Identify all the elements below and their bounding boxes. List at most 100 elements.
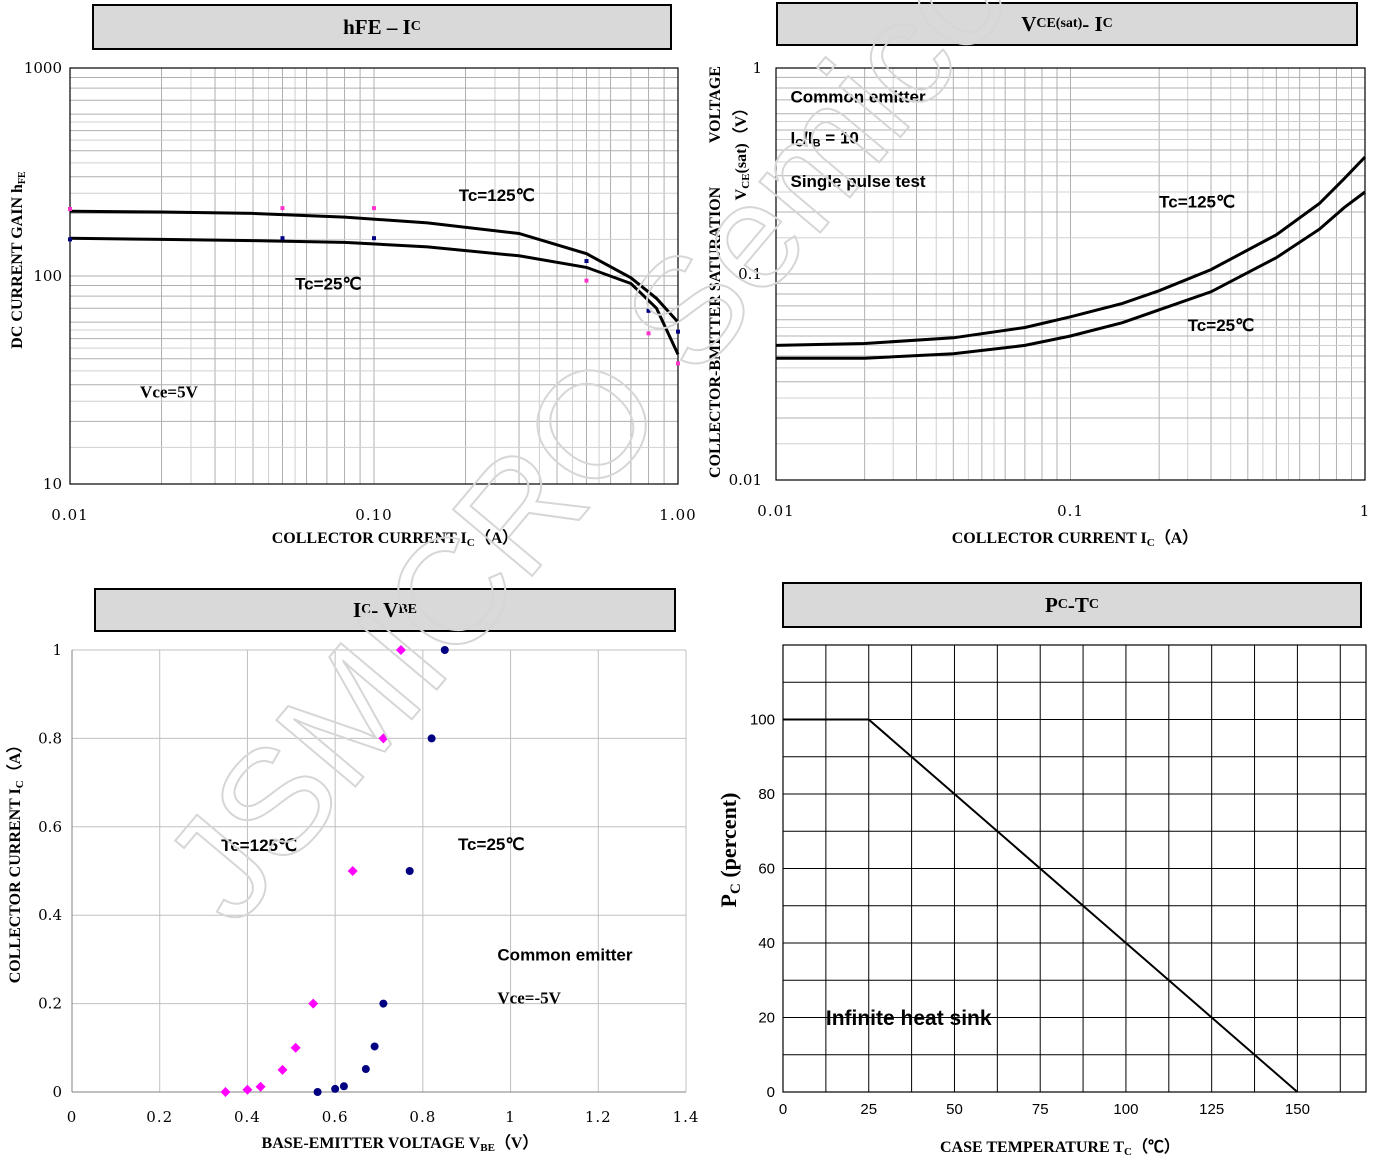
plot-frame	[775, 67, 1366, 481]
chart-pctc-plot: 0 20 40 60 80 100 0 25 50 75 100 125 150 Infinite hea…	[716, 644, 1367, 1158]
y-axis-symbol: VCE(sat)（V）	[732, 100, 752, 201]
data-marker	[68, 206, 72, 211]
data-point-125c	[290, 1042, 301, 1053]
data-point-25c	[405, 867, 414, 875]
data-marker	[372, 236, 376, 241]
data-marker	[584, 278, 589, 283]
x-tick-label: 0.1	[1057, 502, 1084, 520]
y-tick-label: 0.6	[38, 818, 62, 836]
x-tick-label: 1	[1360, 502, 1371, 520]
y-tick-label: 20	[758, 1010, 775, 1027]
y-tick-label: 0	[52, 1083, 62, 1101]
plot-frame	[782, 644, 1367, 1093]
data-point-25c	[331, 1084, 340, 1093]
data-marker	[676, 329, 680, 334]
y-tick-label: 80	[758, 786, 775, 803]
data-marker	[646, 331, 651, 336]
annotation: Common emitter	[497, 946, 632, 965]
x-tick-label: 0.01	[757, 502, 794, 520]
y-axis-title: COLLECTOR CURRENT IC（A）	[6, 737, 26, 984]
x-tick-label: 0	[67, 1108, 78, 1126]
x-tick-label: 75	[1032, 1101, 1049, 1118]
data-point-125c	[220, 1087, 231, 1097]
data-point-125c	[378, 733, 389, 744]
x-tick-label: 0.2	[146, 1108, 173, 1126]
data-marker	[372, 206, 376, 211]
x-axis-title: CASE TEMPERATURE TC（℃）	[940, 1138, 1180, 1158]
y-axis-title: COLLECTOR-BMITTER SATURATION VOLTAGE	[707, 66, 724, 478]
data-marker	[280, 206, 285, 211]
annotation: Tc=25℃	[295, 275, 362, 294]
data-point-125c	[242, 1084, 253, 1095]
data-point-25c	[313, 1088, 322, 1096]
chart-pctc: P C -T C 0 20 40 60 80 100 0 25 50 75 100 125 150 Infini…	[700, 580, 1380, 1158]
y-tick-label: 40	[758, 935, 775, 952]
y-tick-label: 0.01	[729, 471, 762, 489]
annotation: Single pulse test	[790, 172, 925, 191]
chart-icvbe-plot: 0 0.2 0.4 0.6 0.8 1 0 0.2 0.4 0.6 0.8 1 1.2 1.4 Tc=125…	[6, 641, 698, 1154]
annotation: Common emitter	[790, 88, 925, 107]
data-point-25c	[361, 1065, 370, 1074]
x-tick-label: 0.10	[355, 506, 392, 524]
annotation: Vce=5V	[140, 383, 199, 402]
annotation: Tc=125℃	[1159, 193, 1235, 212]
x-tick-label: 1	[505, 1108, 516, 1126]
data-point-125c	[395, 645, 406, 655]
x-axis-title: COLLECTOR CURRENT IC（A）	[952, 529, 1199, 549]
series-line-0	[783, 718, 1299, 1093]
series-line-0	[775, 155, 1367, 347]
annotation: Tc=125℃	[459, 186, 535, 205]
data-point-125c	[277, 1064, 288, 1075]
y-tick-label: 1	[52, 641, 62, 659]
y-tick-label: 0.1	[738, 265, 762, 283]
data-marker	[646, 308, 651, 313]
y-tick-label: 10	[43, 475, 62, 493]
y-axis-title: DC CURRENT GAIN hFE	[9, 171, 28, 349]
annotation: Tc=125℃	[221, 836, 297, 855]
data-point-25c	[379, 999, 388, 1008]
x-tick-label: 100	[1113, 1101, 1138, 1118]
y-tick-label: 0	[767, 1084, 775, 1101]
x-tick-label: 1.00	[659, 506, 696, 524]
data-point-125c	[255, 1081, 266, 1092]
data-point-25c	[370, 1042, 379, 1051]
y-tick-label: 60	[758, 861, 775, 878]
plot-frame	[69, 67, 679, 485]
annotation: Tc=25℃	[1188, 316, 1255, 335]
annotation: Vce=-5V	[497, 989, 561, 1008]
chart-vcesat-plot: 0.01 0.1 1 0.01 0.1 1 Common emitter Single pul…	[707, 59, 1371, 549]
y-tick-label: 1000	[24, 59, 62, 77]
data-point-25c	[427, 734, 436, 743]
x-tick-label: 50	[946, 1101, 963, 1118]
data-point-125c	[308, 998, 319, 1009]
data-marker	[68, 237, 72, 242]
x-tick-label: 25	[860, 1101, 877, 1118]
x-axis-title: COLLECTOR CURRENT IC（A）	[272, 529, 519, 549]
series-line-1	[69, 236, 680, 356]
annotation: IC/IB = 10	[790, 129, 858, 150]
x-tick-label: 0	[779, 1101, 787, 1118]
x-tick-label: 0.8	[409, 1108, 436, 1126]
x-tick-label: 125	[1199, 1101, 1224, 1118]
series-line-1	[776, 190, 1366, 360]
y-axis-title: PC (percent)	[716, 793, 744, 908]
data-marker	[676, 361, 680, 366]
x-axis-title: BASE-EMITTER VOLTAGE VBE（V）	[262, 1134, 539, 1154]
y-tick-label: 100	[33, 267, 62, 285]
series-line-0	[69, 209, 680, 324]
data-point-25c	[440, 646, 449, 654]
x-tick-label: 0.4	[234, 1108, 261, 1126]
annotation: Infinite heat sink	[826, 1007, 992, 1030]
y-tick-label: 0.4	[38, 906, 62, 924]
data-point-125c	[347, 866, 358, 876]
x-tick-label: 0.01	[51, 506, 88, 524]
chart-hfe-plot: 10 100 1000 0.01 0.10 1.00 Tc=125℃ Tc=25℃ Vce=5V…	[9, 59, 696, 549]
data-marker	[584, 259, 589, 264]
x-tick-label: 0.6	[322, 1108, 349, 1126]
